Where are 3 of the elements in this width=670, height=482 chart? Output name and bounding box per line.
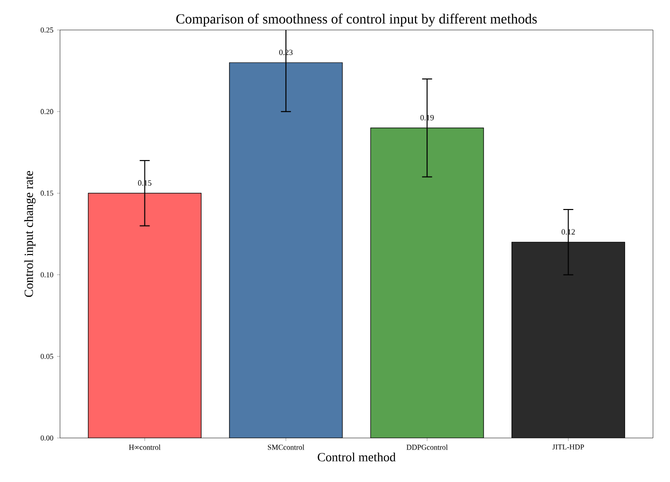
chart-title: Comparison of smoothness of control input by different methods [176,14,537,26]
x-axis-title: Control method [318,452,396,462]
y-axis-title: Control input change rate [24,170,36,297]
